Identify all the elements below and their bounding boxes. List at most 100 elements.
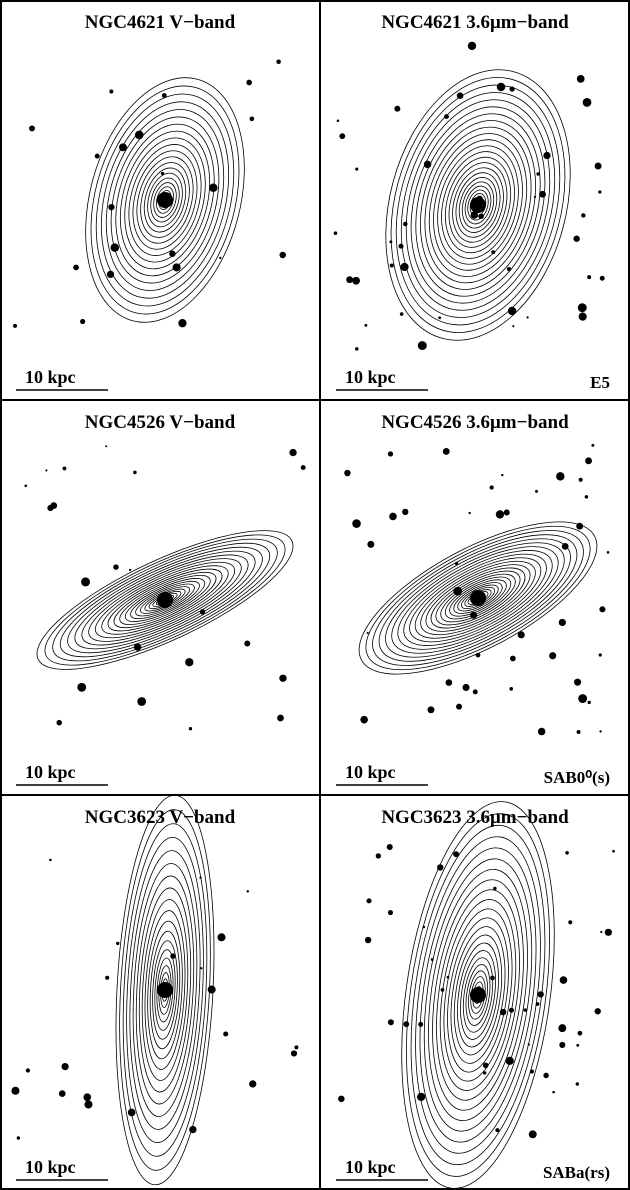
contour	[385, 69, 571, 341]
star	[537, 727, 546, 736]
star	[400, 262, 409, 272]
contour	[136, 156, 194, 244]
contour	[124, 137, 206, 263]
star	[438, 316, 442, 320]
star	[80, 318, 86, 325]
contour	[419, 847, 537, 1143]
star	[219, 256, 222, 260]
star	[336, 119, 340, 122]
star	[543, 1072, 549, 1079]
scale-label: 10 kpc	[25, 1157, 76, 1177]
star	[423, 160, 432, 169]
panel-title: NGC3623 V−band	[85, 807, 236, 828]
contour	[445, 156, 511, 254]
star	[490, 975, 495, 981]
contour	[130, 580, 200, 620]
contour	[462, 957, 494, 1033]
star	[577, 303, 587, 313]
star	[24, 484, 28, 488]
contour	[74, 550, 256, 650]
contour	[147, 172, 183, 228]
star	[133, 470, 137, 475]
star	[599, 606, 606, 613]
star	[276, 59, 281, 65]
star	[128, 568, 132, 572]
contour	[135, 875, 195, 1105]
contour	[465, 964, 491, 1026]
scale-label: 10 kpc	[25, 367, 76, 387]
star	[468, 511, 471, 515]
star	[577, 1030, 583, 1036]
star	[279, 251, 286, 259]
star	[249, 116, 255, 122]
star	[527, 1043, 530, 1046]
star	[495, 510, 505, 519]
star	[217, 933, 226, 942]
star	[599, 730, 602, 733]
star	[160, 171, 165, 176]
contour	[365, 525, 591, 671]
contour	[81, 554, 249, 646]
star	[606, 551, 610, 554]
star	[277, 714, 284, 722]
scale-label: 10 kpc	[345, 1157, 396, 1177]
star	[346, 276, 354, 284]
star	[169, 250, 176, 258]
star	[594, 1008, 601, 1015]
star	[558, 1024, 567, 1033]
contour	[467, 189, 489, 221]
contour	[150, 177, 180, 223]
star	[578, 477, 583, 482]
nucleus	[157, 192, 173, 208]
star	[199, 609, 206, 615]
star	[29, 125, 35, 132]
star	[386, 843, 393, 851]
star	[508, 1007, 514, 1013]
contour	[119, 130, 211, 270]
star	[442, 448, 450, 455]
star	[574, 678, 582, 686]
star	[25, 1068, 30, 1073]
star	[437, 864, 444, 871]
contour	[107, 568, 223, 632]
star	[599, 275, 605, 281]
star	[77, 682, 87, 692]
contour	[428, 869, 528, 1121]
star	[56, 719, 62, 726]
contour	[423, 858, 533, 1132]
star	[45, 469, 48, 472]
contour	[94, 561, 236, 639]
contour-map	[85, 77, 245, 323]
star	[506, 266, 512, 272]
star	[612, 849, 615, 853]
star	[188, 727, 193, 731]
star	[600, 930, 603, 934]
contour	[115, 123, 215, 277]
contour	[452, 167, 504, 243]
star	[489, 485, 494, 490]
star	[470, 211, 478, 219]
contour	[436, 889, 520, 1101]
star	[529, 1069, 534, 1074]
star	[61, 1062, 69, 1071]
star	[578, 694, 588, 704]
star	[558, 618, 566, 627]
star	[403, 1021, 410, 1028]
star	[333, 231, 338, 235]
contour	[390, 77, 566, 333]
contour	[430, 567, 526, 629]
star	[582, 97, 592, 107]
star	[81, 577, 91, 587]
star	[113, 564, 119, 570]
contour	[147, 920, 183, 1060]
star	[185, 658, 194, 667]
star	[398, 243, 404, 249]
contour	[88, 558, 242, 642]
contour	[409, 553, 547, 643]
star	[127, 1108, 136, 1117]
contour	[156, 186, 174, 214]
star	[105, 975, 110, 980]
contour	[457, 584, 499, 612]
contour	[448, 162, 508, 248]
